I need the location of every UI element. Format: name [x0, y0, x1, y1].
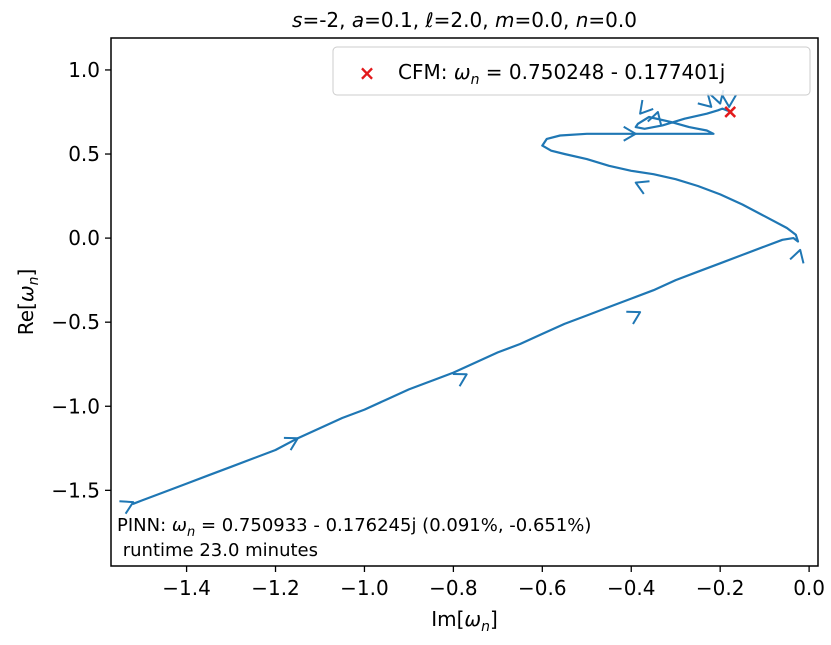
y-axis-label-suffix: ]	[14, 269, 38, 277]
legend-entry-cfm: CFM: ωn = 0.750248 - 0.177401j	[398, 60, 725, 88]
pinn-result-symbol: ω	[172, 515, 187, 536]
arrow-head-11	[721, 94, 737, 108]
legend-entry-prefix: CFM:	[398, 60, 454, 84]
x-axis-label-subscript: n	[481, 619, 490, 635]
cfm-marker	[724, 106, 737, 118]
chart-title-part: m	[495, 8, 514, 32]
chart-title: s=-2, a=0.1, ℓ=2.0, m=0.0, n=0.0	[292, 8, 637, 32]
arrow-head-6	[623, 125, 637, 142]
chart-title-part: =-2,	[302, 8, 351, 32]
chart-title-part: =0.0,	[514, 8, 575, 32]
x-axis-label-prefix: Im[	[431, 607, 464, 631]
y-axis-label-prefix: Re[	[14, 302, 38, 335]
x-tick-label: −1.2	[251, 576, 300, 600]
pinn-result-annotation: PINN: ωn = 0.750933 - 0.176245j (0.091%,…	[117, 515, 591, 540]
legend-entry-symbol: ω	[454, 60, 471, 84]
chart-title-part: s	[292, 8, 302, 32]
x-tick-label: −0.6	[518, 576, 567, 600]
legend-entry-suffix: = 0.750248 - 0.177401j	[479, 60, 725, 84]
trajectory-line	[132, 107, 800, 505]
arrow-head-2	[452, 373, 468, 387]
x-tick-label: −0.8	[429, 576, 478, 600]
arrow-head-5	[634, 180, 650, 195]
arrow-head-9	[697, 93, 713, 108]
x-tick-label: 0.0	[793, 576, 825, 600]
chart-title-part: =0.0	[588, 8, 637, 32]
y-tick-label: −1.0	[51, 394, 100, 418]
y-axis-label-symbol: ω	[14, 285, 38, 302]
x-tick-label: −1.0	[340, 576, 389, 600]
pinn-result-prefix: PINN:	[117, 515, 172, 536]
y-axis-label-subscript: n	[26, 277, 42, 286]
chart-title-part: =2.0,	[434, 8, 495, 32]
pinn-result-suffix: = 0.750933 - 0.176245j (0.091%, -0.651%)	[195, 515, 591, 536]
x-tick-label: −0.4	[607, 576, 656, 600]
chart-title-part: =0.1,	[364, 8, 425, 32]
y-tick-label: 0.5	[68, 142, 100, 166]
y-tick-label: −1.5	[51, 478, 100, 502]
arrow-head-8	[647, 111, 663, 126]
y-tick-label: 0.0	[68, 226, 100, 250]
legend-entry-subscript: n	[471, 72, 480, 88]
chart-title-part: n	[576, 8, 589, 32]
runtime-annotation: runtime 23.0 minutes	[117, 540, 318, 561]
legend: × CFM: ωn = 0.750248 - 0.177401j	[332, 46, 811, 96]
y-axis-label: Re[ωn]	[14, 269, 42, 336]
chart-title-part: ℓ	[424, 8, 433, 32]
y-tick-label: 1.0	[68, 58, 100, 82]
arrow-head-4	[789, 248, 805, 264]
arrow-head-0	[119, 500, 135, 515]
x-axis-label-suffix: ]	[490, 607, 498, 631]
x-tick-label: −0.2	[696, 576, 745, 600]
plot-area	[119, 89, 805, 515]
legend-marker-icon: ×	[359, 61, 376, 85]
axes-frame	[110, 37, 819, 567]
pinn-result-subscript: n	[187, 525, 195, 540]
x-axis-label-symbol: ω	[464, 607, 481, 631]
cfm-marker-stroke-b	[724, 106, 737, 118]
arrow-head-1	[283, 436, 299, 451]
x-axis-label: Im[ωn]	[431, 607, 498, 635]
x-tick-label: −1.4	[162, 576, 211, 600]
legend-box	[332, 46, 811, 96]
ticks: −1.4 −1.2 −1.0 −0.8 −0.6 −0.4 −0.2 0.0 1.0 0.5 0.0…	[51, 58, 825, 600]
y-tick-label: −0.5	[51, 310, 100, 334]
arrow-head-3	[626, 310, 642, 325]
chart-title-part: a	[352, 8, 364, 32]
arrow-head-7	[639, 99, 654, 115]
